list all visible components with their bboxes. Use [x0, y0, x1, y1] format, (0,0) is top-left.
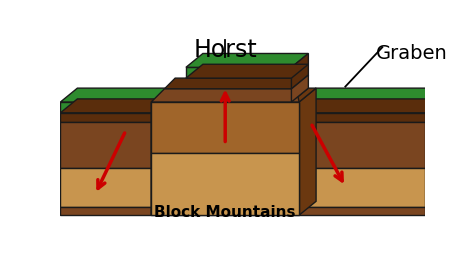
Polygon shape: [151, 89, 299, 102]
Polygon shape: [61, 88, 168, 102]
Polygon shape: [151, 102, 299, 215]
Polygon shape: [151, 102, 299, 153]
Polygon shape: [299, 88, 442, 102]
Polygon shape: [61, 168, 151, 207]
Polygon shape: [292, 53, 309, 89]
Text: SCHOOL: SCHOOL: [19, 30, 47, 35]
Polygon shape: [61, 113, 151, 122]
Polygon shape: [61, 102, 151, 113]
Polygon shape: [299, 168, 425, 207]
Polygon shape: [299, 99, 442, 113]
Polygon shape: [299, 113, 425, 122]
Polygon shape: [164, 78, 296, 89]
Polygon shape: [186, 64, 309, 78]
Polygon shape: [299, 207, 425, 215]
Text: Block Mountains: Block Mountains: [155, 205, 296, 220]
Polygon shape: [292, 75, 309, 102]
Polygon shape: [186, 67, 292, 78]
Text: Horst: Horst: [193, 38, 257, 62]
Polygon shape: [61, 122, 151, 168]
Polygon shape: [299, 102, 425, 113]
Text: Adda247: Adda247: [14, 10, 52, 19]
Polygon shape: [299, 88, 316, 215]
Polygon shape: [61, 207, 151, 215]
Polygon shape: [61, 99, 168, 113]
Polygon shape: [151, 153, 299, 215]
Text: Graben: Graben: [376, 44, 448, 63]
Polygon shape: [151, 88, 168, 215]
Polygon shape: [299, 122, 425, 168]
Polygon shape: [186, 53, 309, 67]
Polygon shape: [292, 88, 316, 102]
